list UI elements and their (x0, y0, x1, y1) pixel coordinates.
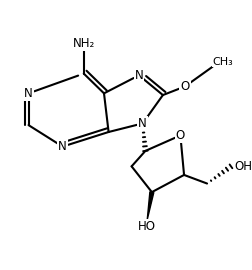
Text: O: O (176, 129, 185, 142)
Text: OH: OH (234, 160, 252, 173)
Text: O: O (180, 80, 190, 93)
Text: N: N (138, 117, 147, 130)
Text: N: N (135, 69, 143, 82)
Polygon shape (147, 192, 154, 220)
Text: CH₃: CH₃ (213, 57, 233, 67)
Text: N: N (58, 140, 67, 153)
Text: HO: HO (138, 220, 156, 232)
Text: N: N (24, 87, 33, 100)
Text: NH₂: NH₂ (73, 37, 95, 50)
